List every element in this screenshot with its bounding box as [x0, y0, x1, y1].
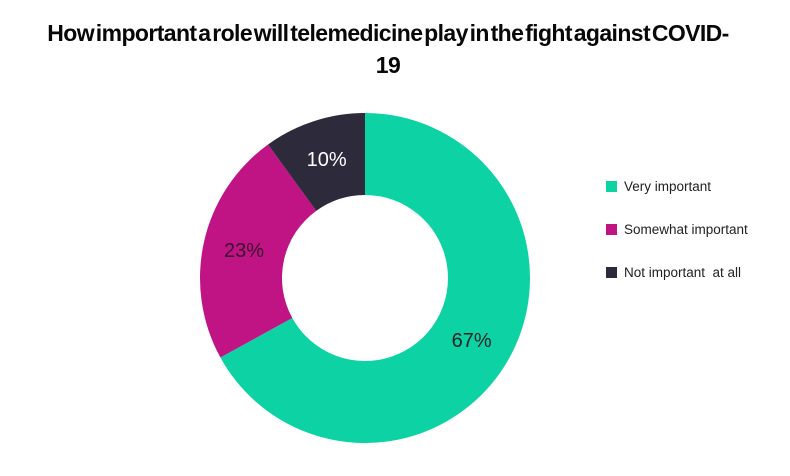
legend-swatch-not-important-at-all — [606, 267, 617, 278]
legend-item-very-important: Very important — [606, 179, 748, 194]
legend-label-very-important: Very important — [624, 179, 712, 194]
legend-label-not-important-at-all: Not important at all — [624, 265, 742, 280]
legend-label-somewhat-important: Somewhat important — [624, 222, 748, 237]
donut-segment-not-important-at-all — [268, 113, 365, 211]
legend-item-not-important-at-all: Not important at all — [606, 265, 748, 280]
data-label-somewhat-important: 23% — [224, 240, 264, 262]
donut-segment-very-important — [220, 113, 531, 443]
data-label-very-important: 67% — [452, 330, 492, 352]
chart-title-line-2: 19 — [375, 52, 401, 78]
legend-item-somewhat-important: Somewhat important — [606, 222, 748, 237]
legend-swatch-somewhat-important — [606, 224, 617, 235]
legend: Very important Somewhat important Not im… — [606, 179, 748, 280]
donut-segment-somewhat-important — [200, 144, 317, 358]
legend-swatch-very-important — [606, 181, 617, 192]
chart-title: How important a role will telemedicine p… — [0, 17, 776, 81]
chart-title-line-1: How important a role will telemedicine p… — [47, 20, 729, 46]
data-label-not-important-at-all: 10% — [307, 149, 347, 171]
